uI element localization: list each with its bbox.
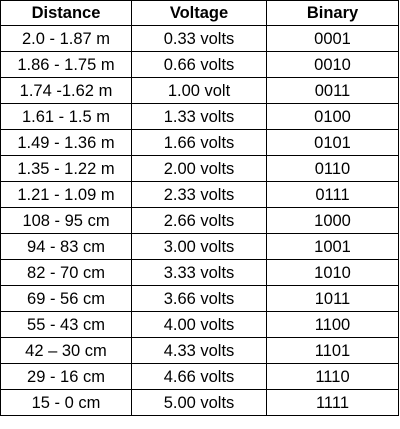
binary-cell: 1110 — [266, 363, 399, 390]
voltage-cell: 1.66 volts — [131, 129, 267, 156]
binary-cell: 0011 — [266, 77, 399, 104]
distance-cell: 1.49 - 1.36 m — [0, 129, 132, 156]
voltage-cell: 2.00 volts — [131, 155, 267, 182]
voltage-cell: 4.00 volts — [131, 311, 267, 338]
table-row: 1.86 - 1.75 m 0.66 volts 0010 — [0, 51, 399, 78]
binary-cell: 1011 — [266, 285, 399, 312]
distance-cell: 1.35 - 1.22 m — [0, 155, 132, 182]
binary-cell: 0110 — [266, 155, 399, 182]
distance-cell: 1.86 - 1.75 m — [0, 51, 132, 78]
distance-cell: 1.74 -1.62 m — [0, 77, 132, 104]
distance-cell: 1.21 - 1.09 m — [0, 181, 132, 208]
table-row: 1.35 - 1.22 m 2.00 volts 0110 — [0, 155, 399, 182]
binary-cell: 1001 — [266, 233, 399, 260]
table-row: 1.49 - 1.36 m 1.66 volts 0101 — [0, 129, 399, 156]
table-row: 94 - 83 cm 3.00 volts 1001 — [0, 233, 399, 260]
binary-cell: 1010 — [266, 259, 399, 286]
table-header-row: Distance Voltage Binary — [0, 0, 399, 26]
distance-cell: 108 - 95 cm — [0, 207, 132, 234]
binary-cell: 1100 — [266, 311, 399, 338]
distance-cell: 15 - 0 cm — [0, 389, 132, 416]
table-row: 82 - 70 cm 3.33 volts 1010 — [0, 259, 399, 286]
voltage-cell: 3.66 volts — [131, 285, 267, 312]
binary-cell: 0111 — [266, 181, 399, 208]
distance-cell: 2.0 - 1.87 m — [0, 25, 132, 52]
voltage-cell: 1.00 volt — [131, 77, 267, 104]
distance-cell: 42 – 30 cm — [0, 337, 132, 364]
table-row: 29 - 16 cm 4.66 volts 1110 — [0, 363, 399, 390]
voltage-cell: 3.33 volts — [131, 259, 267, 286]
voltage-cell: 4.33 volts — [131, 337, 267, 364]
binary-cell: 0100 — [266, 103, 399, 130]
table-row: 2.0 - 1.87 m 0.33 volts 0001 — [0, 25, 399, 52]
distance-voltage-binary-table: Distance Voltage Binary 2.0 - 1.87 m 0.33… — [0, 0, 399, 416]
voltage-cell: 2.66 volts — [131, 207, 267, 234]
voltage-cell: 2.33 volts — [131, 181, 267, 208]
binary-cell: 0001 — [266, 25, 399, 52]
distance-cell: 55 - 43 cm — [0, 311, 132, 338]
table-row: 1.61 - 1.5 m 1.33 volts 0100 — [0, 103, 399, 130]
voltage-cell: 0.33 volts — [131, 25, 267, 52]
table-row: 15 - 0 cm 5.00 volts 1111 — [0, 389, 399, 416]
table-row: 108 - 95 cm 2.66 volts 1000 — [0, 207, 399, 234]
header-distance: Distance — [0, 0, 132, 26]
table-row: 42 – 30 cm 4.33 volts 1101 — [0, 337, 399, 364]
binary-cell: 1101 — [266, 337, 399, 364]
binary-cell: 0101 — [266, 129, 399, 156]
binary-cell: 0010 — [266, 51, 399, 78]
distance-cell: 69 - 56 cm — [0, 285, 132, 312]
table-row: 69 - 56 cm 3.66 volts 1011 — [0, 285, 399, 312]
distance-cell: 82 - 70 cm — [0, 259, 132, 286]
distance-cell: 1.61 - 1.5 m — [0, 103, 132, 130]
distance-cell: 29 - 16 cm — [0, 363, 132, 390]
voltage-cell: 3.00 volts — [131, 233, 267, 260]
table-row: 1.21 - 1.09 m 2.33 volts 0111 — [0, 181, 399, 208]
binary-cell: 1111 — [266, 389, 399, 416]
voltage-cell: 1.33 volts — [131, 103, 267, 130]
binary-cell: 1000 — [266, 207, 399, 234]
header-binary: Binary — [266, 0, 399, 26]
voltage-cell: 4.66 volts — [131, 363, 267, 390]
voltage-cell: 0.66 volts — [131, 51, 267, 78]
voltage-cell: 5.00 volts — [131, 389, 267, 416]
header-voltage: Voltage — [131, 0, 267, 26]
table-row: 55 - 43 cm 4.00 volts 1100 — [0, 311, 399, 338]
distance-cell: 94 - 83 cm — [0, 233, 132, 260]
table-row: 1.74 -1.62 m 1.00 volt 0011 — [0, 77, 399, 104]
